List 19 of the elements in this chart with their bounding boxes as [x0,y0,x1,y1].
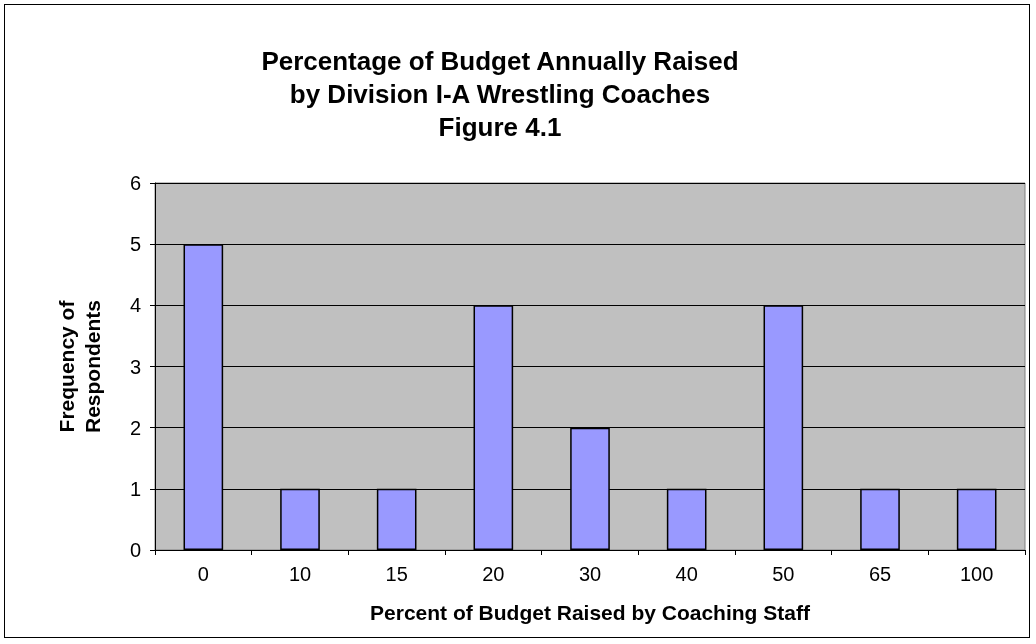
x-tick-label: 20 [482,563,505,585]
x-tick-label: 30 [578,563,602,585]
x-tick-label: 10 [288,563,312,585]
y-tick-label: 1 [129,477,141,500]
y-tick-label: 2 [129,416,141,439]
y-axis-title: Frequency of Respondents [54,299,104,434]
y-tick-label: 6 [129,172,141,194]
chart-title: Percentage of Budget Annually Raised by Division I-A Wrestling Coaches Figure 4.1 [261,45,739,142]
x-tick-label: 40 [675,563,698,585]
x-tick-label: 100 [959,563,994,585]
x-tick-label: 50 [772,563,795,585]
x-axis-title: Percent of Budget Raised by Coaching Staff [370,601,811,624]
x-tick-label: 0 [197,563,209,585]
x-tick-label: 15 [385,563,408,585]
y-tick-label: 4 [129,294,141,317]
y-tick-label: 5 [129,233,141,256]
x-tick-label: 65 [868,563,892,585]
y-tick-label: 3 [129,355,141,378]
y-tick-label: 0 [129,539,141,561]
